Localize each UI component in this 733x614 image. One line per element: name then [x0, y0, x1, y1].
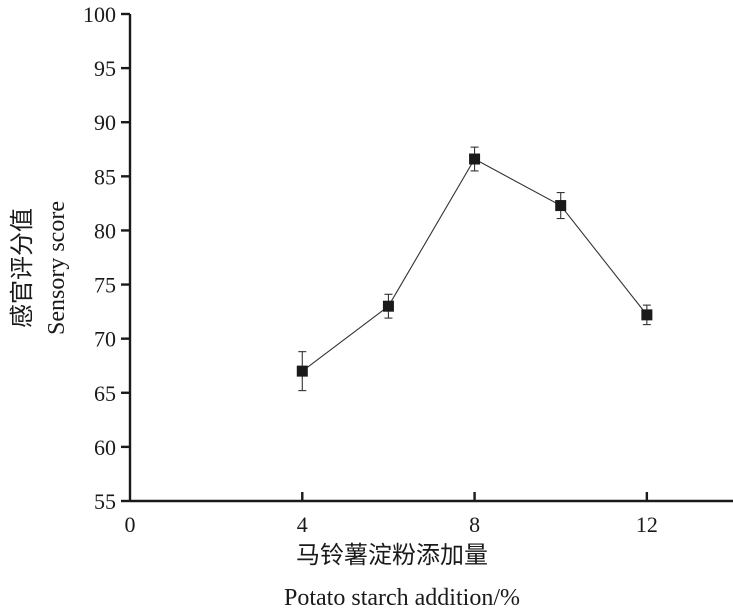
axes: [128, 14, 733, 503]
y-tick-label-65: 65: [94, 381, 116, 406]
y-tick-label-85: 85: [94, 164, 116, 189]
series-line-0: [301, 158, 648, 372]
x-axis-title-chinese: 马铃薯淀粉添加量: [296, 542, 488, 569]
x-tick-label-4: 4: [297, 512, 308, 537]
data-point-12: [641, 309, 653, 321]
y-tick-label-95: 95: [94, 56, 116, 81]
y-tick-label-80: 80: [94, 218, 116, 243]
y-axis-title-english: Sensory score: [44, 201, 70, 335]
y-tick-label-60: 60: [94, 435, 116, 460]
x-axis-title-english: Potato starch addition/%: [284, 585, 520, 611]
y-axis-title-chinese: 感官评分值: [9, 208, 36, 328]
y-tick-label-100: 100: [83, 2, 116, 27]
y-ticks: 55 60 65 70 75 80 85 90 95 100: [83, 2, 130, 514]
data-point-8: [469, 153, 481, 165]
x-ticks: 0 4 8 12: [125, 492, 658, 537]
y-tick-label-90: 90: [94, 110, 116, 135]
plot-area: [296, 146, 653, 392]
data-point-6: [382, 300, 394, 312]
y-tick-label-70: 70: [94, 327, 116, 352]
y-tick-label-55: 55: [94, 489, 116, 514]
x-tick-label-0: 0: [125, 512, 136, 537]
data-point-4: [296, 365, 308, 377]
x-tick-label-12: 12: [636, 512, 658, 537]
x-tick-label-8: 8: [469, 512, 480, 537]
data-point-10: [555, 200, 567, 212]
y-tick-label-75: 75: [94, 273, 116, 298]
